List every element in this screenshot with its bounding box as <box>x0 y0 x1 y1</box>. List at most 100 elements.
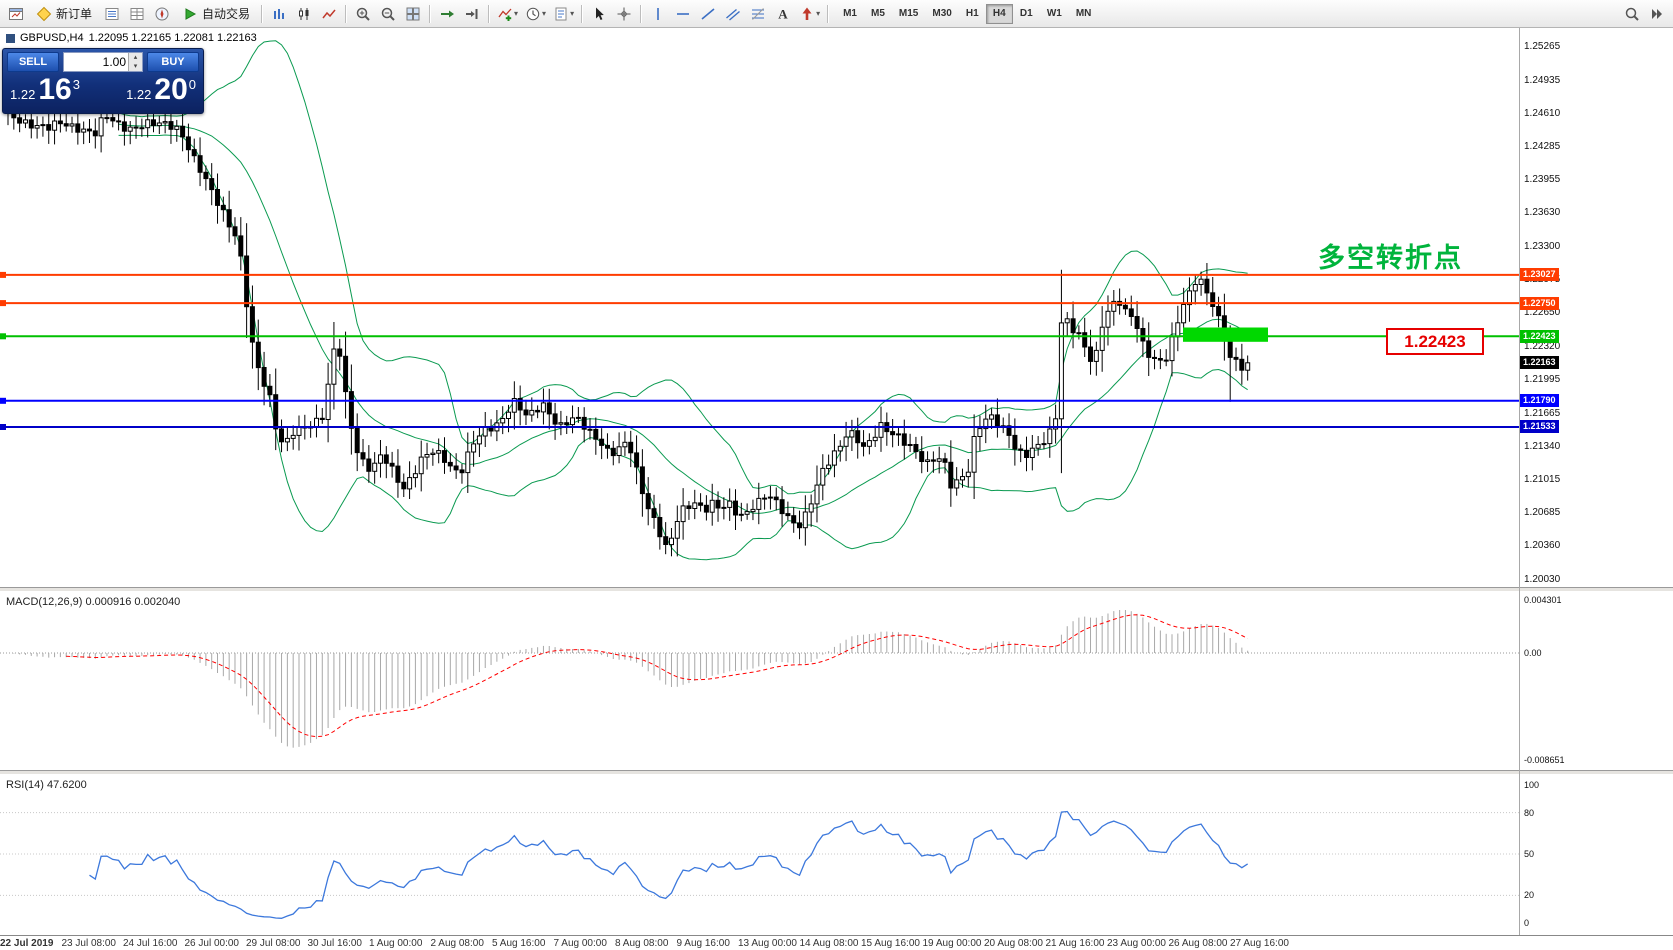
macd-label: MACD(12,26,9) 0.000916 0.002040 <box>6 596 181 608</box>
navigator-icon[interactable] <box>150 3 174 25</box>
scroll-to-end-icon[interactable] <box>1645 3 1669 25</box>
time-axis-label: 9 Aug 16:00 <box>676 938 730 949</box>
candlestick-chart-icon[interactable] <box>292 3 316 25</box>
time-axis-label: 2 Aug 08:00 <box>430 938 484 949</box>
volume-down-button[interactable]: ▾ <box>129 62 142 71</box>
time-axis-label: 30 Jul 16:00 <box>307 938 363 949</box>
time-axis-label: 21 Aug 16:00 <box>1045 938 1105 949</box>
timeframe-m5-button[interactable]: M5 <box>864 4 892 24</box>
time-axis-border <box>0 935 1673 936</box>
time-axis-label: 15 Aug 16:00 <box>861 938 920 949</box>
highlight-zone[interactable] <box>1183 327 1268 342</box>
panel-separator[interactable] <box>0 587 1673 592</box>
new-order-button[interactable]: 新订单 <box>29 3 99 25</box>
time-axis-label: 14 Aug 08:00 <box>799 938 859 949</box>
macd-panel[interactable] <box>0 592 1673 770</box>
macd-signal-line <box>66 614 1248 738</box>
sell-button[interactable]: SELL <box>7 52 59 72</box>
toolbar-separator <box>488 4 491 23</box>
toolbar-separator <box>581 4 584 23</box>
timeframe-h4-button[interactable]: H4 <box>985 3 1013 24</box>
toolbar-separator <box>640 4 643 23</box>
buy-price-display[interactable]: 1.22 20 0 <box>126 73 196 106</box>
timeframe-h1-button[interactable]: H1 <box>959 4 986 24</box>
bar-chart-icon[interactable] <box>267 3 291 25</box>
rsi-line <box>89 810 1249 919</box>
time-axis-label: 23 Jul 08:00 <box>61 938 117 949</box>
timeframe-mn-button[interactable]: MN <box>1069 4 1099 24</box>
toolbar-separator <box>827 4 830 23</box>
time-axis-label: 29 Jul 08:00 <box>246 938 301 949</box>
trendline-icon[interactable] <box>696 3 720 25</box>
cursor-icon[interactable] <box>587 3 611 25</box>
toolbar-right-group <box>1620 3 1669 25</box>
bollinger-bands <box>118 40 1248 561</box>
chart-ohlc-values: 1.22095 1.22165 1.22081 1.22163 <box>88 32 257 44</box>
volume-control: ▴ ▾ <box>63 52 143 72</box>
time-axis-label: 27 Aug 16:00 <box>1230 938 1289 949</box>
fibonacci-icon[interactable] <box>746 3 770 25</box>
toolbar-separator <box>261 4 264 23</box>
timeframe-d1-button[interactable]: D1 <box>1013 4 1040 24</box>
annotation-text: 多空转折点 <box>1318 243 1463 273</box>
macd-histogram <box>13 610 1249 748</box>
autotrading-button[interactable]: 自动交易 <box>175 3 257 25</box>
toolbar-separator <box>345 4 348 23</box>
time-axis-label: 24 Jul 16:00 <box>123 938 178 949</box>
timeframe-m15-button[interactable]: M15 <box>892 4 925 24</box>
chart-window-icon[interactable] <box>4 3 28 25</box>
horizontal-line-objects[interactable] <box>0 271 1519 430</box>
price-chart[interactable] <box>0 28 1673 587</box>
text-label-icon[interactable]: A <box>771 3 795 25</box>
chevron-down-icon: ▾ <box>514 9 519 18</box>
volume-input[interactable] <box>64 53 128 71</box>
time-axis-label: 1 Aug 00:00 <box>369 938 423 949</box>
crosshair-icon[interactable] <box>612 3 636 25</box>
time-axis-label: 26 Jul 00:00 <box>184 938 240 949</box>
time-axis-label: 8 Aug 08:00 <box>615 938 669 949</box>
time-axis-label: 13 Aug 00:00 <box>738 938 797 949</box>
time-axis-label: 26 Aug 08:00 <box>1168 938 1228 949</box>
time-axis-label: 22 Jul 2019 <box>0 938 54 949</box>
vertical-line-icon[interactable] <box>646 3 670 25</box>
toolbar: 新订单 自动交易 ▾ ▾ ▾ A ▾ M1 M5 M15 M30 H1 H4 D1 W1 MN <box>0 0 1673 28</box>
timeframe-m30-button[interactable]: M30 <box>925 4 958 24</box>
data-window-icon[interactable] <box>125 3 149 25</box>
timeframe-m1-button[interactable]: M1 <box>836 4 864 24</box>
templates-icon[interactable]: ▾ <box>550 3 577 25</box>
tile-windows-icon[interactable] <box>401 3 425 25</box>
volume-spinner: ▴ ▾ <box>128 53 142 71</box>
market-watch-icon[interactable] <box>100 3 124 25</box>
timeframe-w1-button[interactable]: W1 <box>1040 4 1069 24</box>
periods-icon[interactable]: ▾ <box>522 3 549 25</box>
timeframe-toolbar: M1 M5 M15 M30 H1 H4 D1 W1 MN <box>836 3 1099 24</box>
indicators-icon[interactable]: ▾ <box>494 3 521 25</box>
chart-symbol-icon <box>6 33 15 43</box>
search-icon[interactable] <box>1620 3 1644 25</box>
line-chart-icon[interactable] <box>317 3 341 25</box>
chart-shift-icon[interactable] <box>460 3 484 25</box>
price-callout-label[interactable]: 1.22423 <box>1386 328 1484 355</box>
volume-up-button[interactable]: ▴ <box>129 53 142 62</box>
auto-scroll-icon[interactable] <box>435 3 459 25</box>
arrow-objects-icon[interactable]: ▾ <box>796 3 823 25</box>
time-axis-label: 20 Aug 08:00 <box>984 938 1043 949</box>
time-axis-label: 23 Aug 00:00 <box>1107 938 1166 949</box>
horizontal-line-icon[interactable] <box>671 3 695 25</box>
svg-text:A: A <box>778 6 788 21</box>
buy-button[interactable]: BUY <box>147 52 199 72</box>
equidistant-channel-icon[interactable] <box>721 3 745 25</box>
zoom-out-icon[interactable] <box>376 3 400 25</box>
rsi-panel[interactable] <box>0 775 1673 935</box>
panel-separator[interactable] <box>0 770 1673 775</box>
chart-symbol-period: GBPUSD,H4 <box>20 32 84 44</box>
candlesticks <box>5 99 1251 557</box>
chart-title: GBPUSD,H4 1.22095 1.22165 1.22081 1.2216… <box>6 32 257 44</box>
time-axis-label: 7 Aug 00:00 <box>553 938 607 949</box>
time-axis-label: 19 Aug 00:00 <box>922 938 982 949</box>
sell-price-display[interactable]: 1.22 16 3 <box>10 73 80 106</box>
zoom-in-icon[interactable] <box>351 3 375 25</box>
time-axis-label: 5 Aug 16:00 <box>492 938 546 949</box>
